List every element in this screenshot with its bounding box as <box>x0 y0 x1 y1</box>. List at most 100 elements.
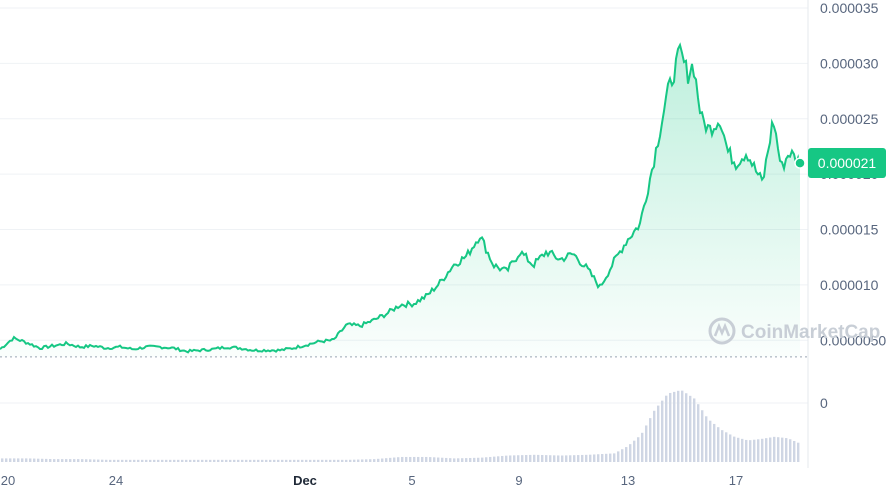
volume-bars <box>1 390 800 462</box>
volume-bar <box>725 432 728 462</box>
volume-bar <box>105 459 108 462</box>
volume-bar <box>445 457 448 462</box>
volume-bar <box>261 459 264 462</box>
volume-bar <box>669 392 672 462</box>
volume-bar <box>233 459 236 462</box>
volume-bar <box>117 459 120 462</box>
volume-bar <box>597 454 600 462</box>
volume-bar <box>405 456 408 462</box>
volume-bar <box>689 395 692 462</box>
volume-bar <box>521 455 524 462</box>
x-tick-label: 20 <box>1 473 15 488</box>
volume-bar <box>713 423 716 462</box>
volume-bar <box>757 439 760 462</box>
volume-bar <box>285 459 288 462</box>
volume-bar <box>389 457 392 462</box>
volume-bar <box>765 438 768 462</box>
volume-bar <box>53 459 56 462</box>
volume-bar <box>453 458 456 462</box>
volume-bar <box>481 457 484 462</box>
price-line <box>0 42 801 354</box>
volume-bar <box>177 459 180 462</box>
volume-bar <box>505 455 508 462</box>
volume-bar <box>209 459 212 462</box>
volume-bar <box>625 447 628 462</box>
volume-bar <box>653 410 656 462</box>
volume-bar <box>265 459 268 462</box>
volume-bar <box>513 455 516 462</box>
volume-bar <box>181 459 184 462</box>
y-tick-label: 0.000035 <box>820 0 879 16</box>
volume-bar <box>609 453 612 462</box>
price-area-fill <box>0 45 800 357</box>
volume-bar <box>613 453 616 462</box>
volume-bar <box>557 455 560 462</box>
volume-bar <box>333 459 336 462</box>
volume-bar <box>641 432 644 462</box>
volume-bar <box>589 454 592 462</box>
volume-bar <box>593 454 596 462</box>
volume-bar <box>701 410 704 462</box>
volume-bar <box>137 459 140 462</box>
volume-axis-label: 0 <box>820 395 828 411</box>
volume-bar <box>561 455 564 462</box>
volume-bar <box>5 458 8 462</box>
volume-bar <box>313 459 316 462</box>
volume-bar <box>325 459 328 462</box>
volume-bar <box>545 455 548 462</box>
x-tick-label: 24 <box>109 473 123 488</box>
volume-bar <box>685 393 688 462</box>
volume-bar <box>553 455 556 462</box>
volume-bar <box>173 459 176 462</box>
volume-bar <box>741 438 744 462</box>
volume-bar <box>797 442 800 462</box>
volume-bar <box>133 459 136 462</box>
watermark: CoinMarketCap <box>708 317 880 345</box>
volume-bar <box>433 457 436 462</box>
volume-bar <box>37 458 40 462</box>
volume-bar <box>429 457 432 462</box>
volume-bar <box>249 459 252 462</box>
volume-bar <box>705 416 708 462</box>
volume-bar <box>509 455 512 462</box>
volume-bar <box>17 458 20 462</box>
coinmarketcap-logo-icon <box>708 317 736 345</box>
grid-lines <box>0 0 809 468</box>
volume-bar <box>349 459 352 462</box>
volume-bar <box>629 444 632 462</box>
volume-bar <box>473 457 476 462</box>
volume-bar <box>317 459 320 462</box>
volume-bar <box>197 459 200 462</box>
volume-bar <box>165 459 168 462</box>
volume-bar <box>125 459 128 462</box>
volume-bar <box>29 458 32 462</box>
volume-bar <box>33 458 36 462</box>
volume-bar <box>109 459 112 462</box>
volume-bar <box>161 459 164 462</box>
volume-bar <box>65 459 68 462</box>
volume-bar <box>277 459 280 462</box>
volume-bar <box>9 458 12 462</box>
volume-bar <box>457 458 460 462</box>
volume-bar <box>569 455 572 462</box>
volume-bar <box>229 459 232 462</box>
volume-bar <box>573 455 576 462</box>
volume-bar <box>45 458 48 462</box>
volume-bar <box>577 455 580 462</box>
volume-bar <box>601 454 604 462</box>
volume-bar <box>69 459 72 462</box>
volume-bar <box>729 434 732 462</box>
x-axis: 20 24 Dec 5 9 13 17 <box>1 473 743 488</box>
volume-bar <box>193 459 196 462</box>
volume-bar <box>77 459 80 462</box>
volume-bar <box>153 459 156 462</box>
y-tick-label: 0.000025 <box>820 111 879 127</box>
volume-bar <box>149 459 152 462</box>
volume-bar <box>49 459 52 462</box>
volume-bar <box>469 457 472 462</box>
volume-bar <box>781 437 784 462</box>
volume-bar <box>397 457 400 462</box>
y-tick-label: 0.0000050 <box>820 332 886 348</box>
volume-bar <box>353 459 356 462</box>
